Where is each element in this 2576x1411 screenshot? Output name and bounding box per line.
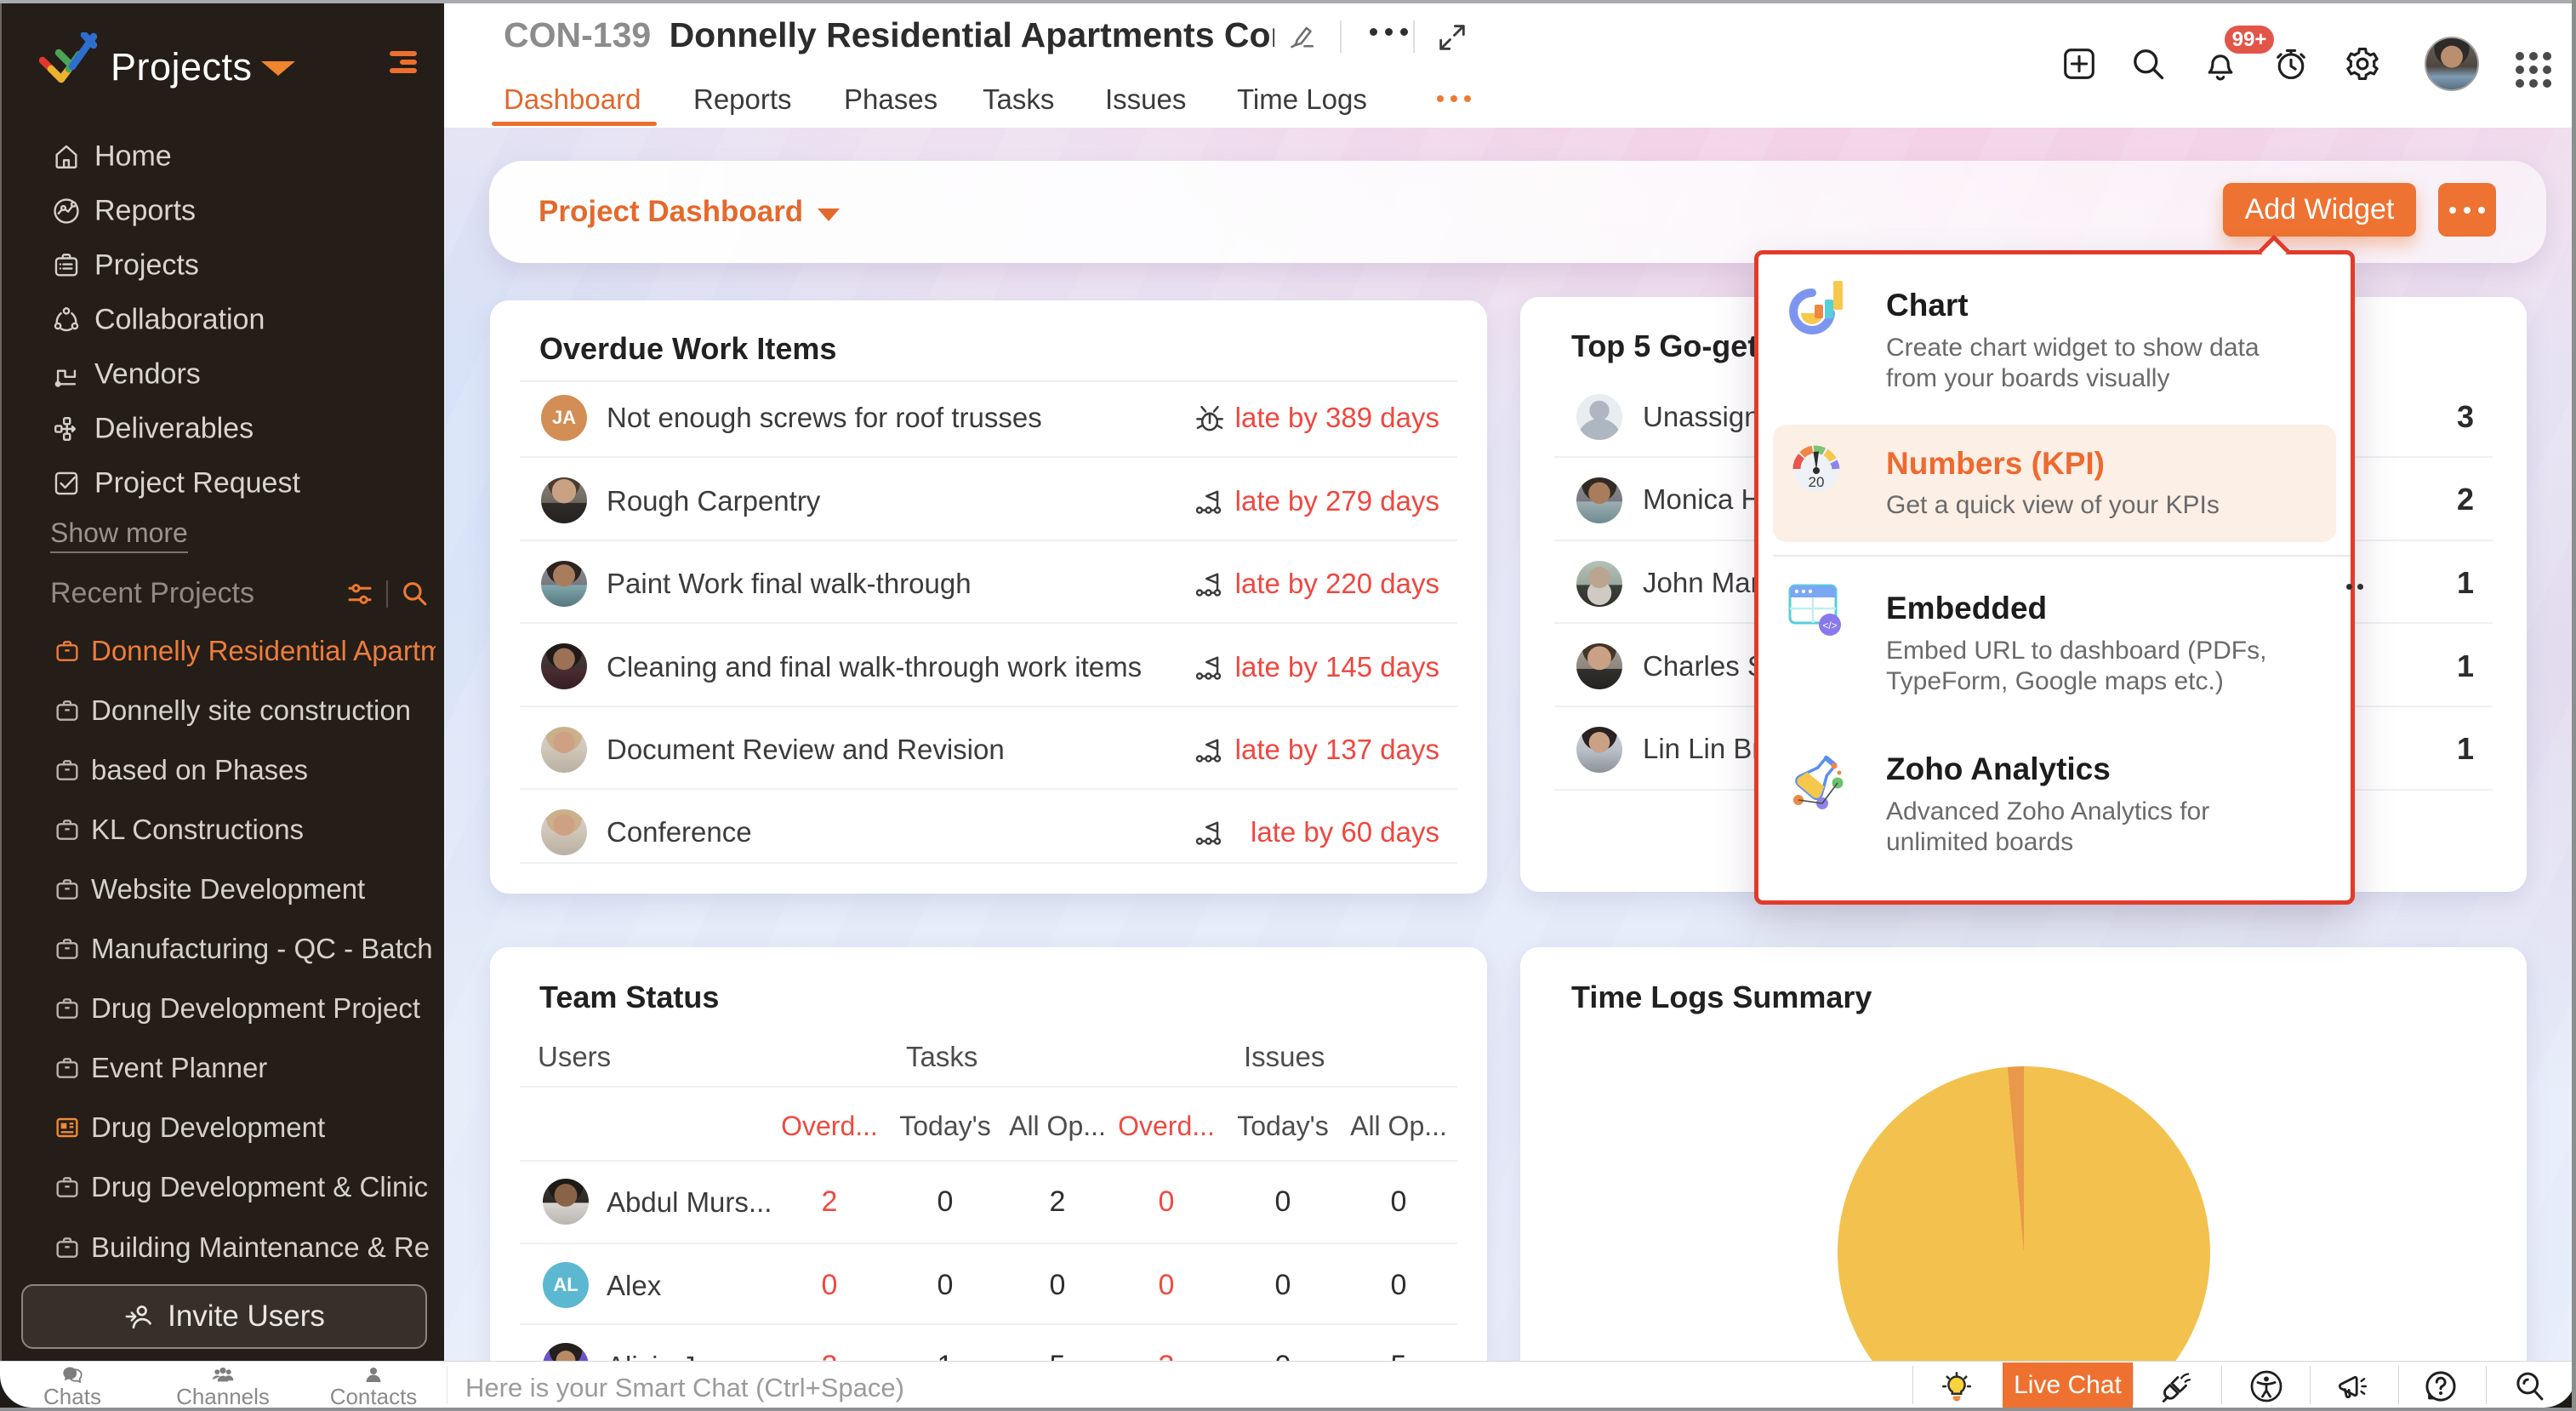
svg-text:</>: </> bbox=[1822, 620, 1837, 631]
svg-text:20: 20 bbox=[1809, 474, 1825, 490]
